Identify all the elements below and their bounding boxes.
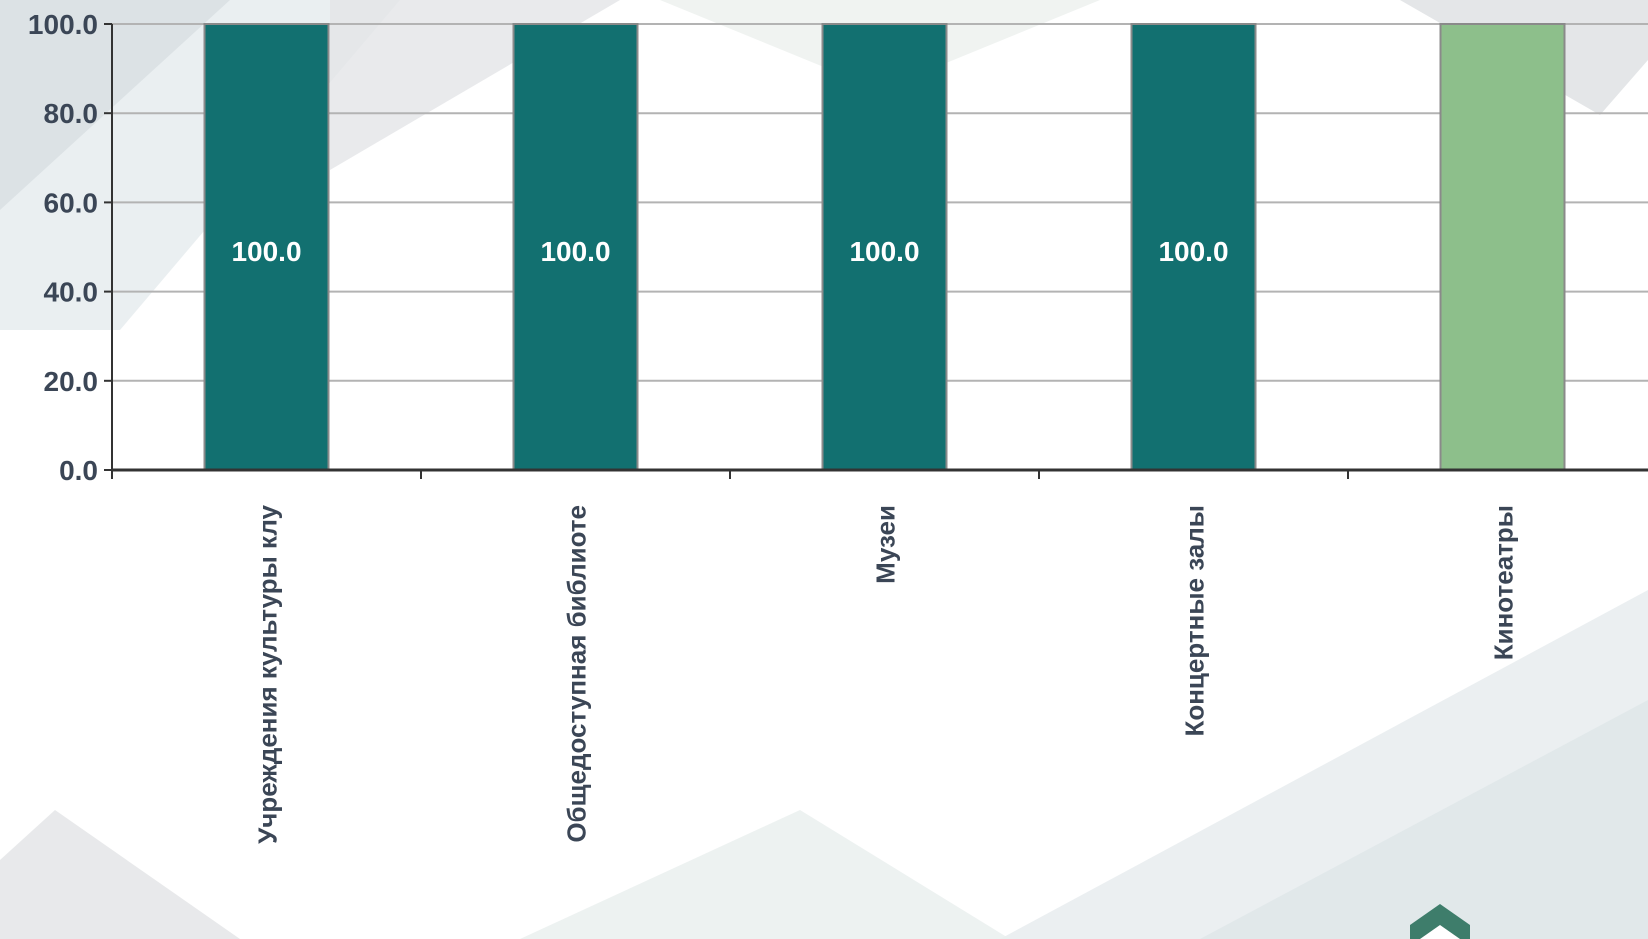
bar (1439, 23, 1566, 471)
plot-area: 0.0 20.0 40.0 60.0 80.0 100.0 100.0 Учреждения … (28, 9, 1648, 844)
y-tick-label: 0.0 (59, 455, 98, 486)
bar (821, 23, 948, 471)
category-label: Кинотеатры (1489, 505, 1519, 660)
category-label: Общедоступная библиоте (562, 505, 592, 843)
bar (203, 23, 330, 471)
category-label: Концертные залы (1180, 505, 1210, 737)
category-label: Музеи (871, 505, 901, 584)
bar (1130, 23, 1257, 471)
data-label: 100.0 (1158, 236, 1228, 267)
bar (512, 23, 639, 471)
y-tick-label: 100.0 (28, 9, 98, 40)
y-tick-label: 80.0 (44, 98, 99, 129)
y-tick-label: 20.0 (44, 366, 99, 397)
data-label: 100.0 (849, 236, 919, 267)
data-label: 100.0 (540, 236, 610, 267)
data-label: 100.0 (231, 236, 301, 267)
category-label: Учреждения культуры клу (253, 504, 283, 843)
y-tick-label: 40.0 (44, 277, 99, 308)
y-tick-label: 60.0 (44, 187, 99, 218)
logo-icon (1410, 904, 1470, 939)
